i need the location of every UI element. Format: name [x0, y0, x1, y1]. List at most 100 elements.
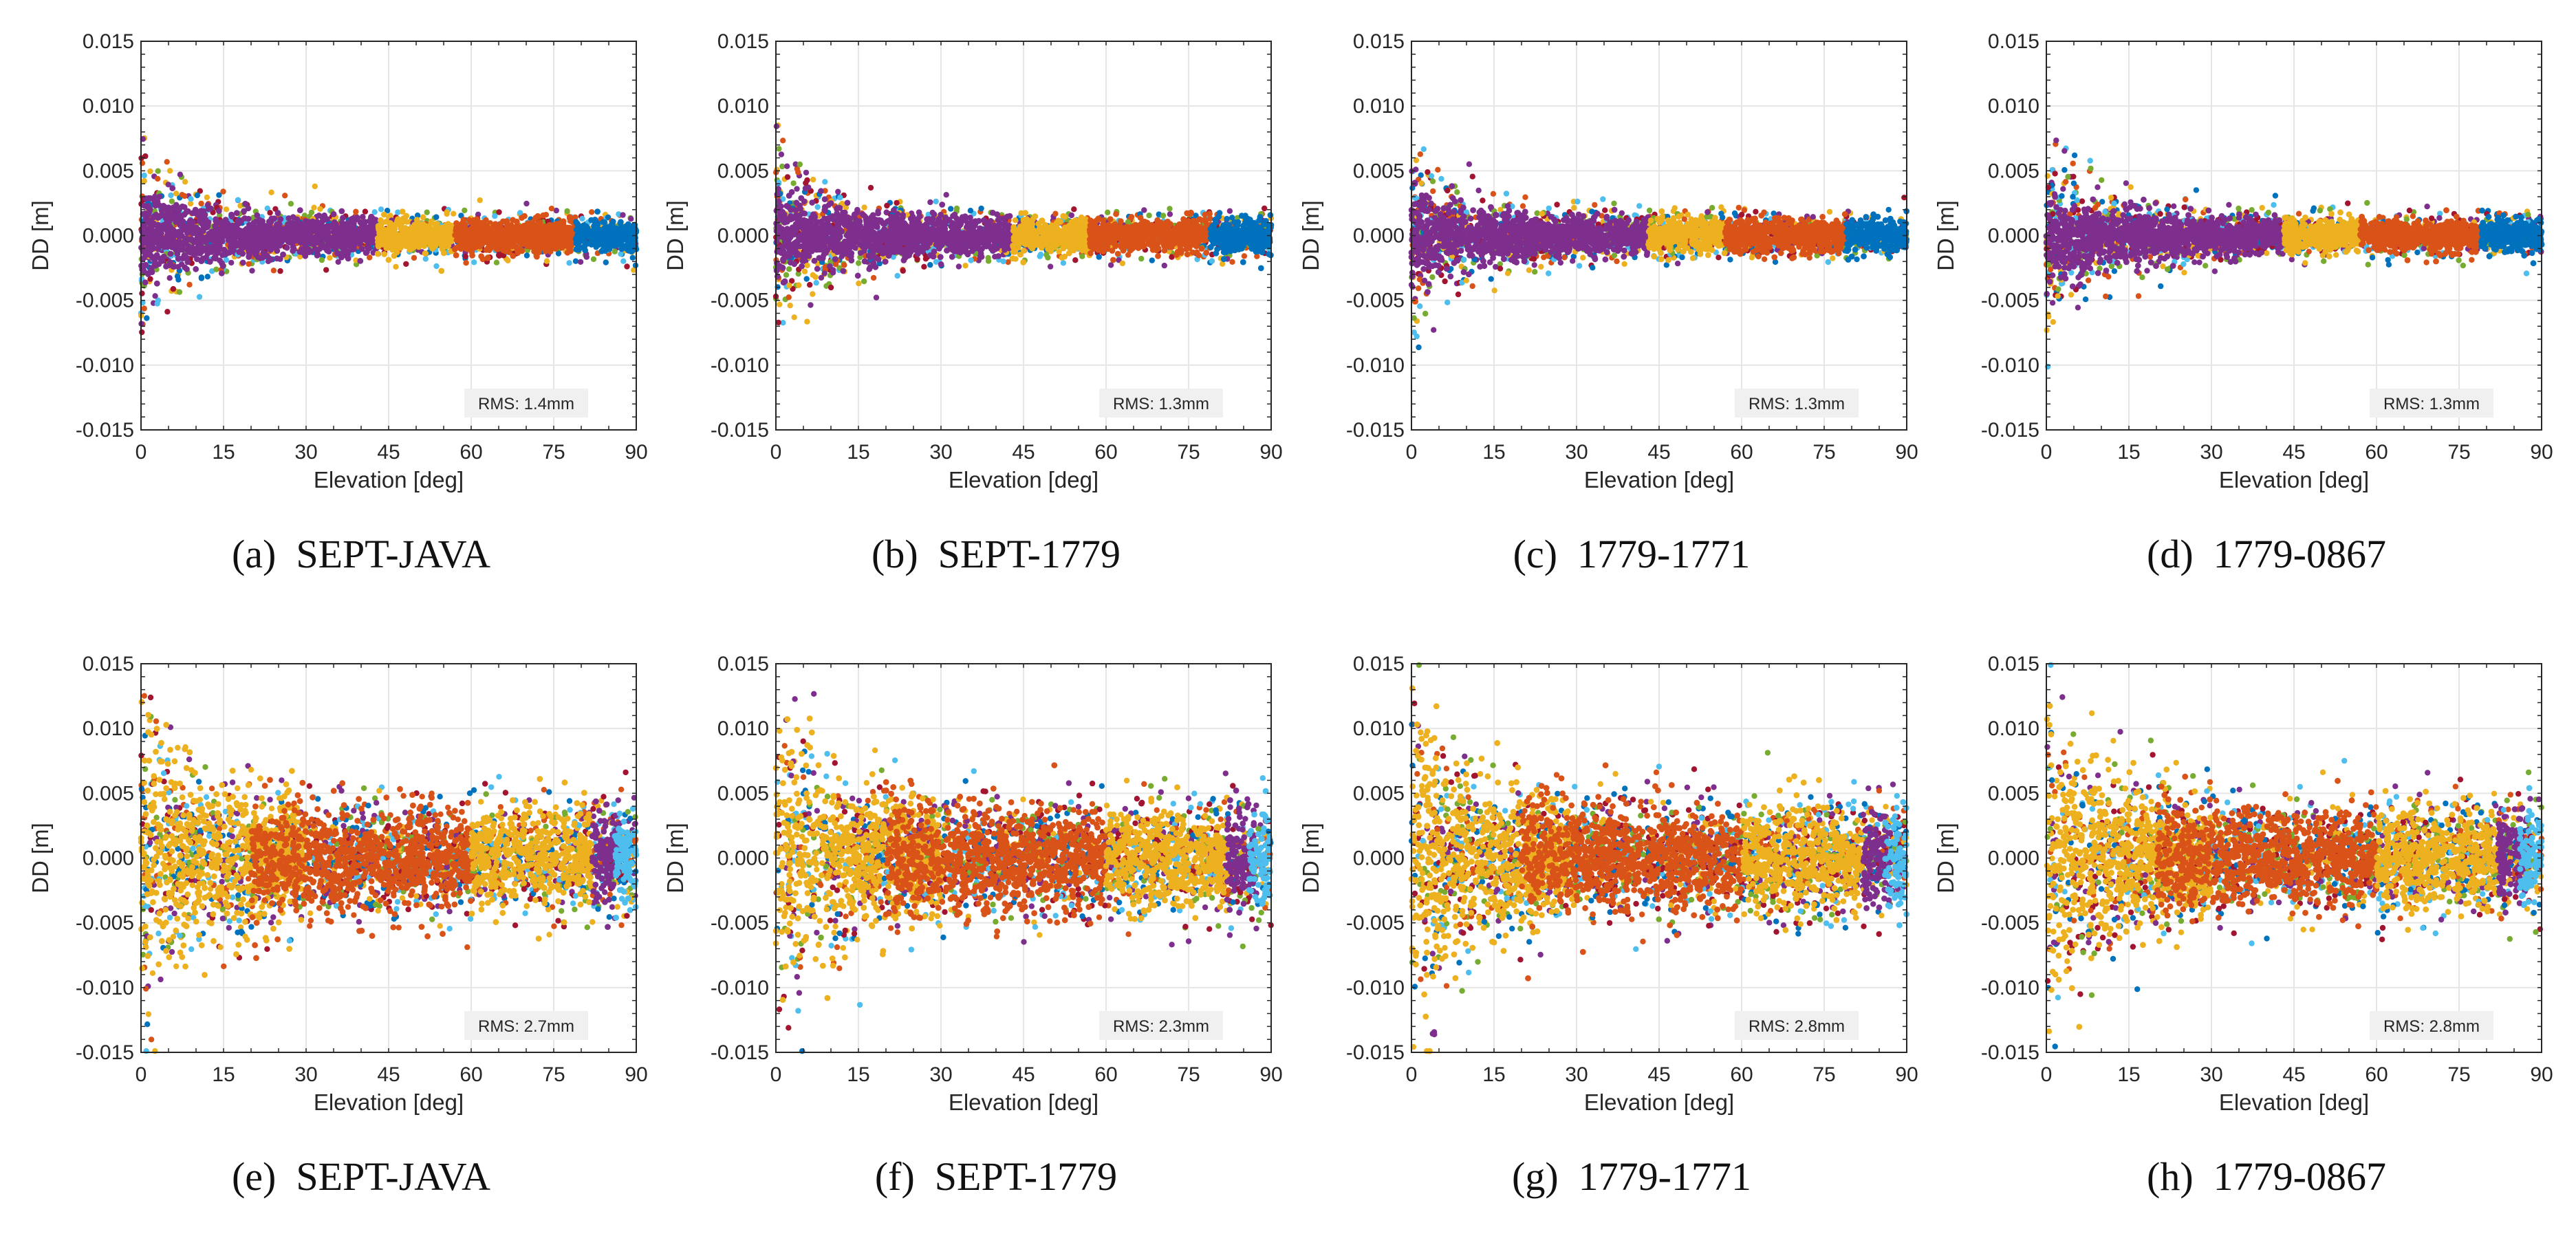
- data-point-satellite-pair-2: [198, 201, 204, 206]
- data-point-satellite-pair-4: [620, 212, 625, 217]
- data-point-satellite-pair-2: [271, 268, 277, 273]
- data-point-satellite-pair-4: [152, 293, 158, 299]
- data-point-satellite-pair-2: [549, 206, 554, 211]
- data-point-satellite-pair-6: [471, 259, 477, 265]
- data-point-satellite-pair-4: [278, 216, 284, 222]
- data-point-satellite-pair-7: [496, 209, 501, 215]
- data-point-satellite-pair-3: [167, 168, 173, 173]
- data-point-satellite-pair-2: [186, 282, 192, 288]
- data-point-satellite-pair-6: [423, 256, 429, 261]
- data-point-satellite-pair-4: [167, 275, 173, 281]
- data-point-satellite-pair-5: [564, 208, 570, 214]
- data-point-satellite-pair-7: [267, 210, 272, 215]
- data-point-satellite-pair-4: [184, 266, 190, 272]
- data-point-satellite-pair-2: [589, 209, 594, 215]
- figure: 0 15 30 45 60 75 900.0150.0100.0050.000-0.005-…: [0, 0, 2576, 1236]
- data-point-satellite-pair-2: [142, 305, 147, 311]
- data-point-satellite-pair-6: [168, 193, 173, 198]
- data-point-satellite-pair-5: [424, 210, 430, 215]
- data-point-satellite-pair-1: [205, 274, 210, 279]
- data-point-satellite-pair-3: [544, 258, 550, 263]
- data-point-satellite-pair-3: [312, 184, 318, 189]
- data-point-satellite-pair-7: [497, 253, 502, 259]
- data-point-satellite-pair-6: [188, 196, 193, 202]
- data-point-satellite-pair-2: [140, 160, 145, 166]
- data-point-satellite-pair-1: [630, 255, 636, 261]
- data-point-satellite-pair-6: [378, 206, 384, 212]
- data-point-satellite-pair-2: [463, 260, 468, 265]
- data-point-satellite-pair-1: [433, 214, 439, 219]
- data-point-satellite-pair-2: [246, 261, 251, 267]
- data-point-satellite-pair-6: [197, 294, 202, 299]
- data-point-satellite-pair-4: [219, 270, 225, 277]
- data-point-satellite-pair-7: [362, 208, 368, 214]
- data-point-satellite-pair-7: [277, 268, 283, 274]
- data-point-satellite-pair-3: [393, 264, 398, 270]
- data-point-satellite-pair-4: [177, 172, 183, 177]
- data-point-satellite-pair-7: [171, 286, 176, 292]
- data-point-satellite-pair-3: [182, 179, 188, 184]
- data-point-satellite-pair-2: [411, 255, 417, 261]
- data-point-satellite-pair-1: [144, 315, 149, 321]
- data-point-satellite-pair-5: [213, 267, 219, 272]
- data-point-satellite-pair-3: [142, 178, 147, 184]
- data-point-satellite-pair-7: [139, 290, 144, 296]
- data-point-satellite-pair-4: [249, 268, 255, 273]
- data-point-satellite-pair-5: [155, 169, 161, 174]
- data-point-satellite-pair-6: [235, 197, 241, 203]
- data-point-satellite-pair-7: [624, 263, 629, 269]
- data-point-satellite-pair-5: [319, 257, 325, 263]
- data-point-satellite-pair-3: [477, 197, 483, 203]
- data-point-satellite-pair-5: [591, 257, 596, 262]
- data-point-satellite-pair-4: [523, 201, 529, 206]
- data-point-satellite-pair-4: [578, 259, 583, 265]
- data-point-satellite-pair-3: [204, 195, 210, 200]
- data-point-satellite-pair-4: [228, 260, 234, 265]
- data-point-satellite-pair-6: [492, 213, 497, 219]
- data-point-satellite-pair-5: [177, 289, 182, 294]
- data-point-satellite-pair-4: [168, 251, 174, 257]
- data-point-satellite-pair-7: [463, 254, 468, 259]
- data-point-satellite-pair-5: [309, 210, 314, 215]
- data-point-satellite-pair-2: [220, 188, 226, 194]
- data-point-satellite-pair-1: [524, 252, 530, 258]
- data-point-satellite-pair-5: [169, 199, 175, 204]
- data-point-satellite-pair-4: [628, 216, 634, 221]
- data-point-satellite-pair-1: [603, 259, 609, 265]
- data-point-satellite-pair-3: [268, 190, 274, 195]
- data-point-satellite-pair-3: [444, 209, 450, 215]
- data-point-satellite-pair-3: [147, 169, 153, 174]
- data-point-satellite-pair-7: [403, 261, 409, 267]
- data-point-satellite-pair-1: [573, 259, 578, 264]
- data-point-satellite-pair-7: [164, 309, 170, 314]
- data-point-satellite-pair-7: [139, 329, 144, 335]
- data-point-satellite-pair-3: [173, 191, 179, 196]
- data-point-satellite-pair-6: [155, 301, 160, 306]
- data-point-satellite-pair-3: [311, 205, 316, 210]
- data-point-satellite-pair-6: [618, 251, 623, 257]
- data-point-satellite-pair-2: [282, 193, 288, 198]
- data-point-satellite-pair-1: [199, 275, 204, 281]
- data-point-satellite-pair-6: [579, 216, 585, 221]
- data-point-satellite-pair-1: [195, 193, 200, 198]
- panel-a: 0 15 30 45 60 75 900.0150.0100.0050.000-0.005-…: [28, 30, 648, 576]
- data-point-satellite-pair-3: [451, 211, 456, 217]
- data-point-satellite-pair-3: [327, 255, 332, 261]
- data-point-satellite-pair-3: [505, 258, 510, 263]
- data-point-satellite-pair-2: [164, 159, 170, 164]
- data-point-satellite-pair-2: [367, 254, 372, 260]
- data-point-satellite-pair-4: [169, 185, 175, 191]
- data-point-satellite-pair-6: [142, 173, 147, 178]
- data-point-satellite-pair-7: [323, 267, 329, 272]
- data-point-satellite-pair-5: [288, 201, 294, 206]
- data-point-satellite-pair-3: [224, 206, 229, 212]
- data-point-satellite-pair-1: [175, 274, 180, 279]
- data-point-satellite-pair-5: [462, 208, 467, 213]
- data-point-satellite-pair-2: [182, 193, 187, 199]
- data-point-satellite-pair-5: [494, 260, 499, 265]
- data-point-satellite-pair-6: [620, 259, 626, 264]
- data-point-satellite-pair-6: [566, 260, 572, 265]
- data-point-satellite-pair-6: [433, 263, 439, 269]
- data-point-satellite-pair-3: [317, 206, 323, 212]
- data-point-satellite-pair-2: [155, 176, 160, 182]
